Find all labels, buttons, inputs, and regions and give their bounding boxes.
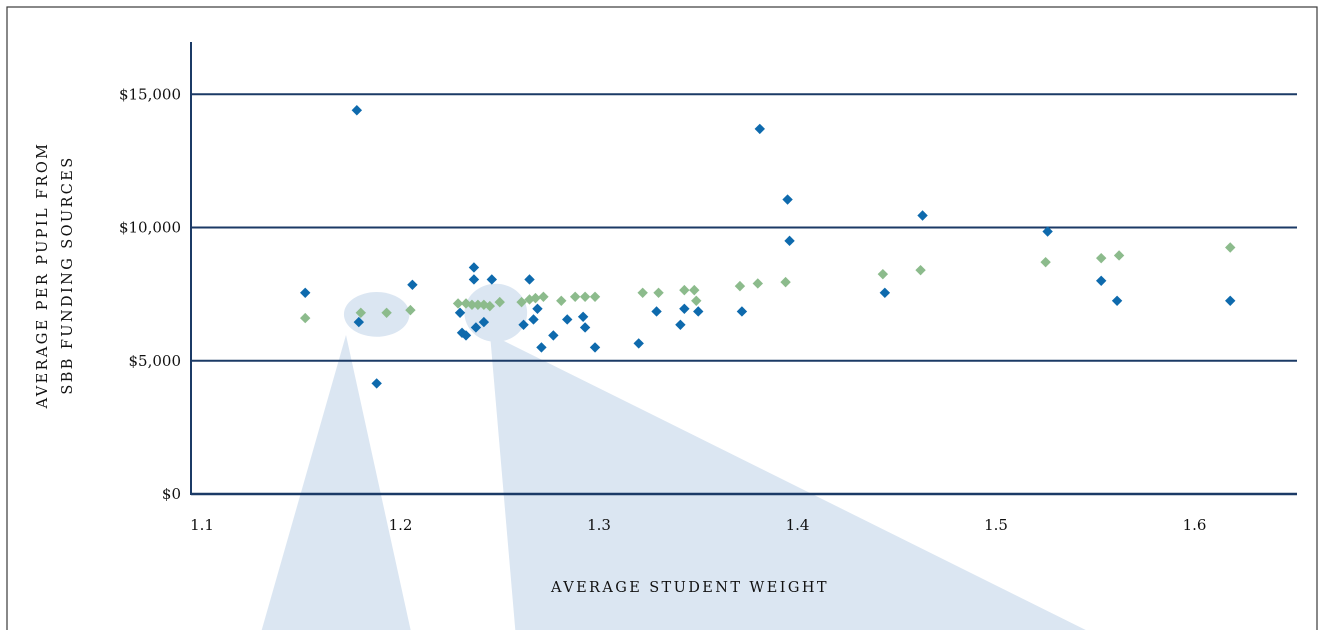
point-layer	[300, 105, 1236, 389]
chart-frame	[6, 6, 1318, 635]
data-point-series-1	[679, 303, 690, 314]
y-tick-label: $15,000	[119, 85, 181, 103]
data-point-series-1	[351, 105, 363, 116]
data-point-series-1	[879, 287, 891, 298]
grid-layer	[191, 93, 1297, 362]
data-point-series-1	[532, 303, 543, 314]
data-point-series-1	[536, 342, 547, 353]
data-point-series-2	[494, 296, 505, 308]
data-point-series-2	[569, 291, 581, 302]
data-point-series-1	[675, 319, 686, 330]
data-point-series-1	[1096, 275, 1107, 286]
data-point-series-1	[300, 287, 311, 298]
data-point-series-2	[405, 304, 416, 316]
data-point-series-2	[1096, 252, 1107, 264]
data-point-series-2	[355, 307, 366, 318]
tick-label-layer: $0 $5,000 $10,000 $15,000 1.1 1.2 1.3 1.4 1.5 1.6	[119, 85, 1206, 534]
x-tick-label: 1.6	[1183, 516, 1207, 534]
data-point-series-1	[754, 123, 765, 135]
data-point-series-2	[538, 291, 549, 302]
data-point-series-2	[556, 295, 567, 306]
data-point-series-1	[651, 306, 662, 317]
x-tick-label: 1.5	[984, 516, 1008, 534]
data-point-series-1	[1111, 295, 1123, 306]
y-tick-label: $10,000	[119, 219, 181, 237]
data-point-series-2	[516, 296, 527, 308]
callout-ellipse	[343, 291, 410, 337]
data-point-series-2	[452, 298, 464, 309]
callout-wedge	[260, 335, 412, 635]
data-point-series-1	[371, 378, 382, 389]
data-point-series-2	[915, 264, 926, 276]
data-point-series-2	[484, 300, 496, 312]
data-point-series-1	[1042, 226, 1053, 237]
data-point-series-2	[752, 278, 763, 289]
callout-wedge	[490, 334, 1096, 635]
data-point-series-1	[577, 311, 589, 322]
y-axis-title-line-2: SBB FUNDING SOURCES	[60, 155, 76, 394]
data-point-series-2	[466, 299, 478, 310]
data-point-series-1	[470, 322, 482, 333]
data-point-series-1	[478, 316, 490, 328]
axis-layer	[190, 42, 1297, 496]
data-point-series-1	[693, 306, 704, 317]
data-point-series-1	[562, 314, 573, 325]
data-point-series-1	[917, 210, 928, 221]
data-point-series-1	[454, 307, 466, 318]
data-point-series-1	[407, 279, 418, 290]
data-point-series-1	[518, 319, 529, 330]
x-tick-label: 1.4	[786, 516, 810, 534]
data-point-series-2	[579, 291, 591, 302]
data-point-series-2	[1225, 242, 1236, 253]
data-point-series-1	[528, 314, 539, 325]
data-point-series-2	[679, 284, 690, 296]
data-point-series-2	[689, 284, 700, 296]
data-point-series-2	[1113, 250, 1125, 261]
data-point-series-2	[1040, 256, 1051, 268]
y-tick-label: $5,000	[129, 352, 182, 370]
x-tick-label: 1.1	[190, 516, 214, 534]
callout-ellipse	[464, 283, 528, 342]
data-point-series-2	[530, 292, 541, 304]
data-point-series-1	[736, 306, 748, 317]
data-point-series-1	[548, 330, 559, 341]
data-point-series-2	[653, 287, 664, 298]
data-point-series-1	[1225, 295, 1236, 306]
data-point-series-1	[486, 274, 498, 285]
data-point-series-2	[637, 287, 648, 298]
x-tick-label: 1.3	[587, 516, 611, 534]
data-point-series-1	[460, 330, 472, 341]
data-point-series-1	[353, 316, 365, 328]
data-point-series-2	[734, 280, 746, 292]
data-point-series-2	[381, 307, 392, 318]
data-point-series-2	[780, 276, 791, 288]
y-tick-label: $0	[162, 485, 181, 503]
data-point-series-1	[524, 274, 535, 285]
data-point-series-1	[782, 194, 793, 205]
data-point-series-1	[589, 342, 601, 353]
data-point-series-1	[579, 322, 591, 333]
data-point-series-1	[468, 262, 480, 273]
x-axis-title: AVERAGE STUDENT WEIGHT	[550, 580, 829, 596]
y-axis-title-line-1: AVERAGE PER PUPIL FROM	[35, 142, 51, 410]
data-point-series-2	[691, 295, 702, 306]
data-point-series-2	[589, 291, 601, 302]
data-point-series-2	[877, 268, 889, 280]
callout-layer	[260, 283, 1096, 635]
x-tick-label: 1.2	[389, 516, 413, 534]
y-axis-title: AVERAGE PER PUPIL FROM SBB FUNDING SOURC…	[35, 142, 76, 410]
data-point-series-2	[300, 312, 311, 324]
data-point-series-2	[472, 299, 484, 310]
data-point-series-1	[468, 274, 480, 285]
data-point-series-1	[784, 235, 795, 247]
data-point-series-1	[633, 338, 644, 349]
